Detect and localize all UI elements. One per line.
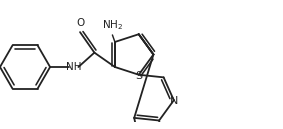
Text: O: O [76,18,84,28]
Text: N: N [170,96,178,107]
Text: NH: NH [66,62,82,72]
Text: NH$_2$: NH$_2$ [102,19,123,32]
Text: S: S [135,71,142,81]
